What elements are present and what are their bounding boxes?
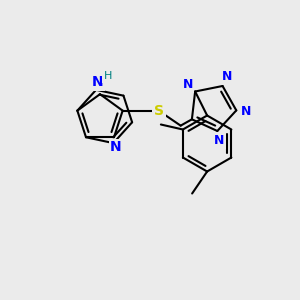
Text: N: N [92, 75, 104, 89]
Text: N: N [183, 78, 193, 91]
Text: N: N [222, 70, 232, 83]
Text: S: S [154, 103, 164, 118]
Text: N: N [110, 140, 122, 154]
Text: N: N [214, 134, 224, 147]
Text: N: N [241, 105, 251, 118]
Text: H: H [104, 71, 112, 81]
